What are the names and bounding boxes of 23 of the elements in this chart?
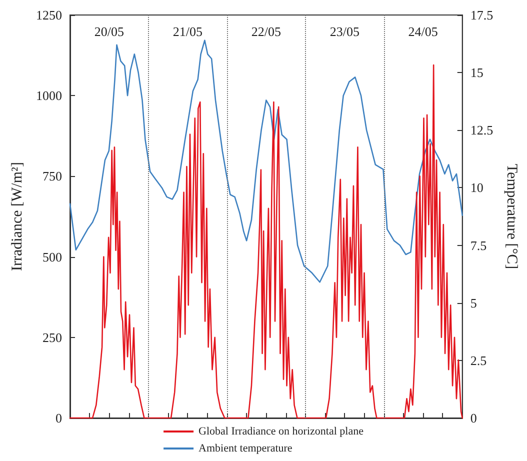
y-tick-label: 0	[56, 410, 62, 426]
y-tick-label: 750	[42, 168, 62, 184]
y-axis-title: Irradiance [W/m²]	[10, 162, 26, 272]
y2-tick-label: 15	[470, 65, 484, 80]
y2-tick-label: 17.5	[470, 8, 494, 22]
y-tick-label: 250	[42, 330, 62, 345]
x-tick-label: 24/05	[408, 24, 438, 39]
legend-label: Ambient temperature	[198, 442, 292, 454]
y-tick-label: 500	[42, 249, 62, 264]
x-tick-label: 22/05	[251, 24, 281, 39]
y2-tick-label: 12.5	[470, 122, 494, 138]
y-tick-label: 1250	[36, 8, 62, 22]
x-tick-label: 23/05	[330, 24, 360, 39]
y2-tick-label: 0	[470, 410, 477, 426]
x-tick-label: 20/05	[94, 24, 124, 39]
y2-tick-label: 2.5	[470, 352, 487, 368]
x-tick-label: 21/05	[172, 24, 203, 39]
y2-tick-label: 5	[470, 295, 477, 310]
y2-tick-label: 10	[470, 180, 484, 196]
legend-label: Global Irradiance on horizontal plane	[198, 426, 364, 438]
y2-tick-label: 7.5	[470, 238, 487, 253]
y-tick-label: 1000	[36, 88, 62, 104]
y2-axis-title: Temperature [°C]	[504, 164, 520, 270]
